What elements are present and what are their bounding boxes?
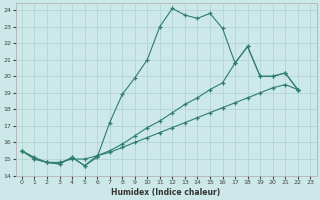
X-axis label: Humidex (Indice chaleur): Humidex (Indice chaleur) [111,188,221,197]
